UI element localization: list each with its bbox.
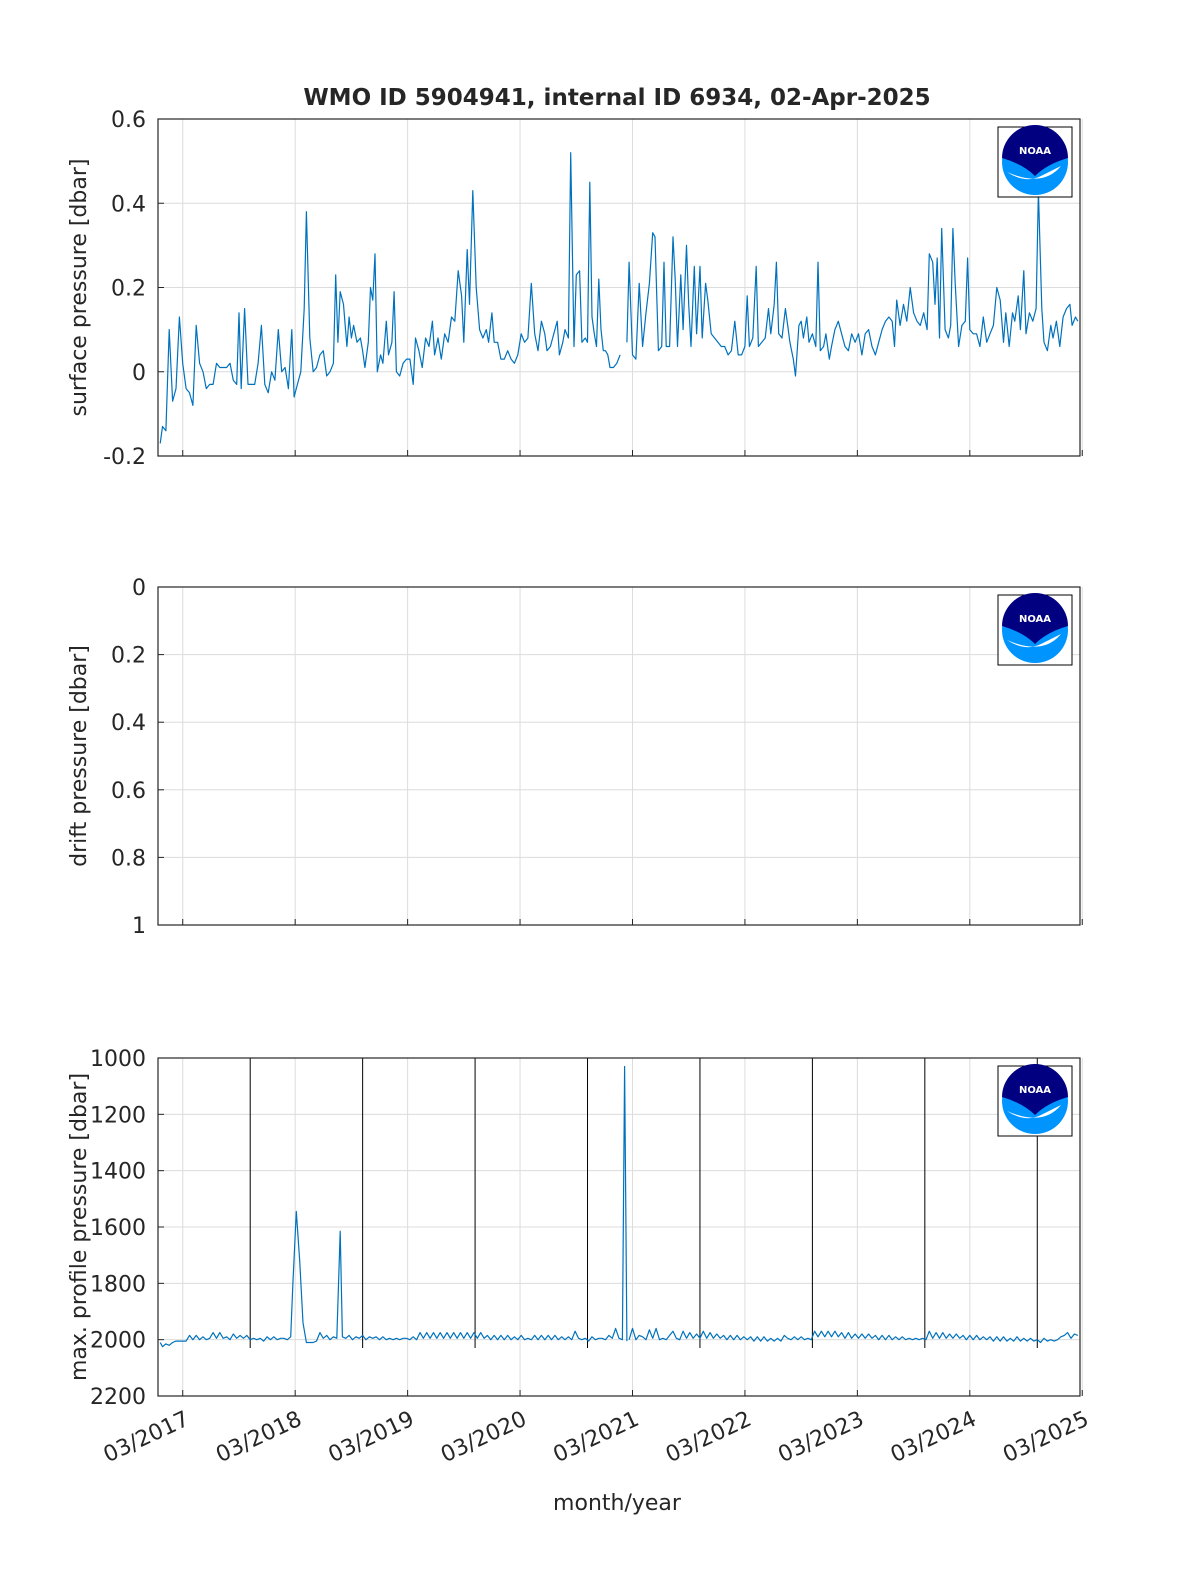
y-axis-label: surface pressure [dbar] — [67, 159, 92, 417]
y-axis-label: max. profile pressure [dbar] — [67, 1073, 92, 1381]
y-tick-label: 1400 — [90, 1160, 146, 1185]
y-tick-label: 0.6 — [111, 108, 146, 133]
x-tick-label: 03/2020 — [437, 1407, 530, 1468]
x-tick-label: 03/2021 — [550, 1407, 643, 1468]
logo-text: NOAA — [1019, 614, 1051, 625]
series-line — [628, 1327, 1079, 1344]
series-line — [159, 1065, 628, 1348]
axes-box — [157, 118, 1081, 457]
panel-2: 0 0.2 0.4 0.6 0.8 1 drift pressure [dbar] NOAA — [67, 576, 1083, 939]
logo-top — [1002, 125, 1068, 176]
noaa-logo: NOAA — [997, 593, 1073, 666]
y-tick-label: 0 — [132, 576, 146, 601]
noaa-logo: NOAA — [997, 125, 1073, 198]
y-tick-label: 1000 — [90, 1047, 146, 1072]
y-tick-label: 0.2 — [111, 277, 146, 302]
y-tick-label: 1800 — [90, 1272, 146, 1297]
logo-text: NOAA — [1019, 1085, 1051, 1096]
axes-box — [157, 586, 1081, 926]
figure-title: WMO ID 5904941, internal ID 6934, 02-Apr… — [303, 85, 930, 111]
y-axis-label: drift pressure [dbar] — [67, 645, 92, 867]
y-tick-label: 0.6 — [111, 779, 146, 804]
x-tick-label: 03/2023 — [774, 1407, 867, 1468]
panel-1: -0.2 0 0.2 0.4 0.6 surface pressure [dbar] NOA… — [67, 108, 1083, 470]
y-tick-label: 0.4 — [111, 192, 146, 217]
series-line — [159, 152, 621, 444]
logo-top — [1002, 1064, 1068, 1115]
y-tick-label: 2000 — [90, 1329, 146, 1354]
logo-text: NOAA — [1019, 146, 1051, 157]
x-tick-label: 03/2022 — [662, 1407, 755, 1468]
y-tick-label: 2200 — [90, 1385, 146, 1410]
noaa-logo: NOAA — [997, 1064, 1073, 1137]
y-tick-label: 1 — [132, 914, 146, 939]
y-tick-label: 0 — [132, 361, 146, 386]
logo-gull — [1007, 1105, 1061, 1119]
axes-box — [157, 1057, 1081, 1397]
y-tick-label: 1200 — [90, 1103, 146, 1128]
x-tick-label: 03/2017 — [100, 1407, 193, 1468]
y-tick-label: 0.8 — [111, 846, 146, 871]
panels: -0.2 0 0.2 0.4 0.6 surface pressure [dbar] NOA… — [67, 108, 1093, 1468]
y-tick-label: 0.4 — [111, 711, 146, 736]
y-tick-label: -0.2 — [103, 445, 146, 470]
x-tick-label: 03/2018 — [212, 1407, 305, 1468]
logo-gull — [1007, 166, 1061, 180]
x-axis-label: month/year — [553, 1491, 682, 1516]
series-line — [626, 190, 1079, 377]
logo-gull — [1007, 634, 1061, 648]
y-tick-label: 1600 — [90, 1216, 146, 1241]
x-tick-label: 03/2024 — [887, 1407, 980, 1468]
x-tick-label: 03/2025 — [999, 1407, 1092, 1468]
logo-top — [1002, 593, 1068, 644]
y-tick-label: 0.2 — [111, 644, 146, 669]
x-tick-label: 03/2019 — [325, 1407, 418, 1468]
